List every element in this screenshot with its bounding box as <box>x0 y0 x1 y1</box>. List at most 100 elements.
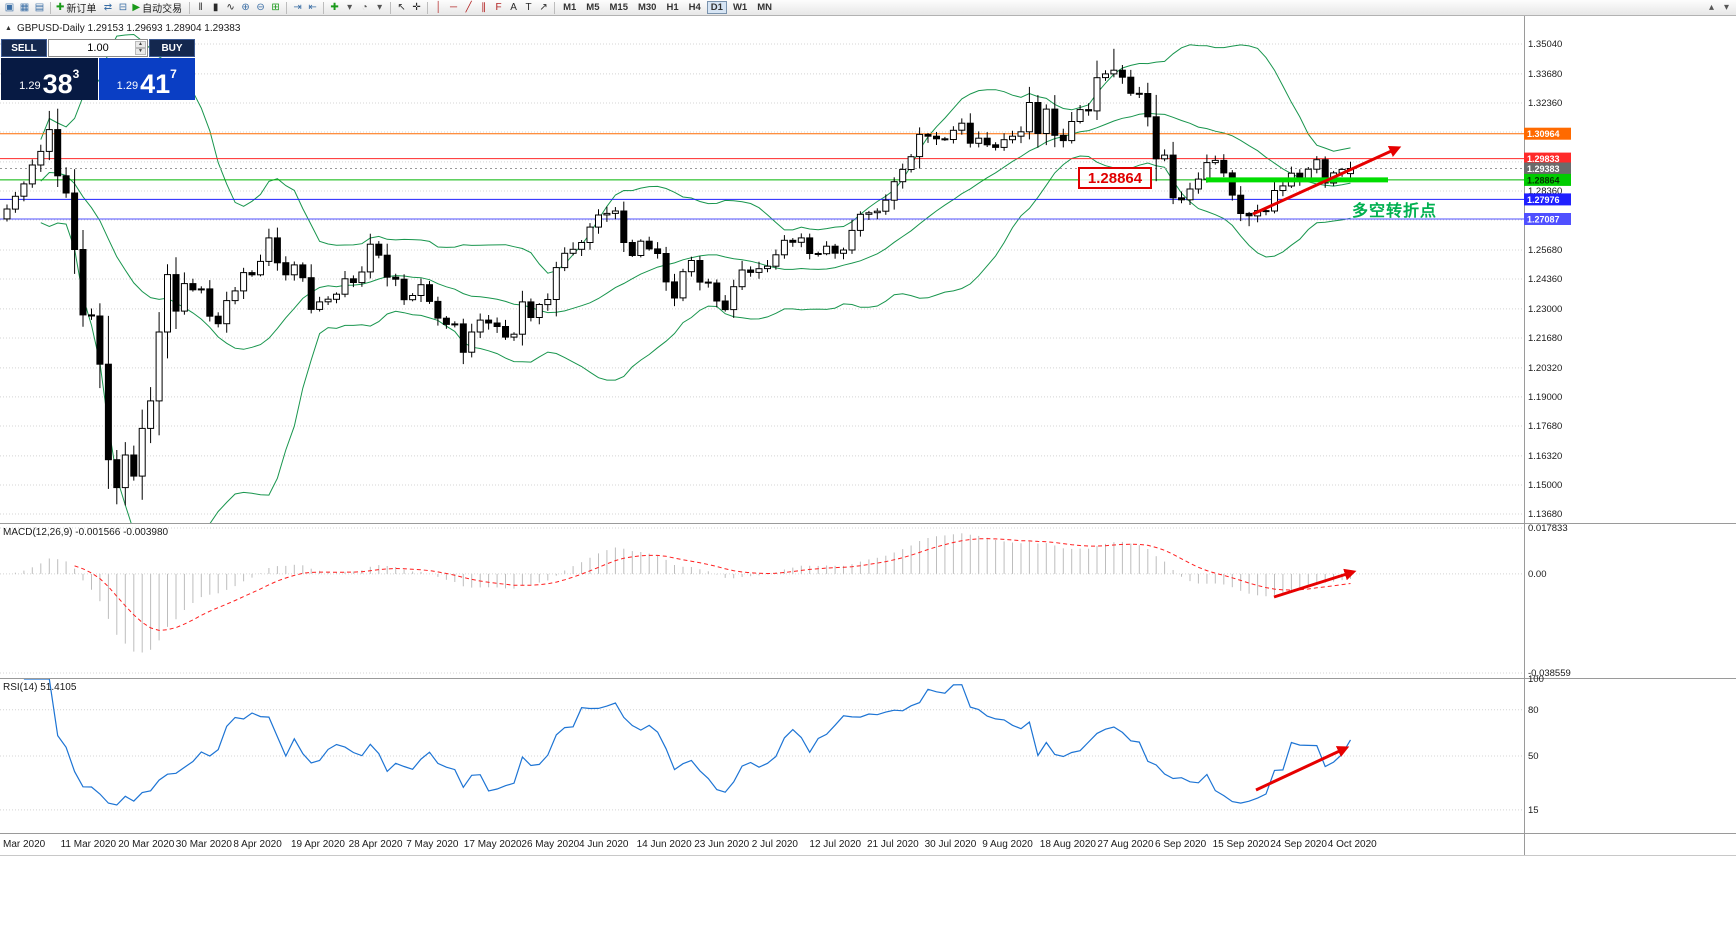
profiles-icon[interactable]: ▦ <box>17 1 32 15</box>
buy-price-sup: 7 <box>170 67 177 81</box>
timeframe-mn[interactable]: MN <box>757 2 772 13</box>
svg-text:100: 100 <box>1528 674 1544 685</box>
svg-text:1.19000: 1.19000 <box>1528 392 1562 403</box>
svg-text:26 May 2020: 26 May 2020 <box>521 839 579 850</box>
chart-window: 1.350401.336801.323601.310401.296801.283… <box>0 16 1736 938</box>
toolbar-separator <box>323 1 325 14</box>
svg-text:21 Jul 2020: 21 Jul 2020 <box>867 839 919 850</box>
refresh-icon[interactable]: ⇄ <box>100 1 115 15</box>
toolbar-separator <box>286 1 288 14</box>
label-tool-icon[interactable]: T <box>521 1 536 15</box>
cursor-icon[interactable]: ↖ <box>394 1 409 15</box>
svg-text:15 Sep 2020: 15 Sep 2020 <box>1213 839 1270 850</box>
chart-title: ▲ GBPUSD-Daily 1.29153 1.29693 1.28904 1… <box>5 23 241 34</box>
chart-shift-icon[interactable]: ⇤ <box>305 1 320 15</box>
arrows-tool-icon[interactable]: ↗ <box>536 1 551 15</box>
buy-price-box[interactable]: 1.29 41 7 <box>98 58 195 100</box>
svg-text:1.28360: 1.28360 <box>1528 186 1562 197</box>
timeframe-m30[interactable]: M30 <box>637 2 657 13</box>
crosshair-icon: ✛ <box>412 1 421 13</box>
trendline-icon: ╱ <box>465 1 472 13</box>
volume-input[interactable]: 1.00 ▲ ▼ <box>48 39 148 57</box>
toolbar-scroll-up-icon[interactable]: ▴ <box>1704 1 1719 15</box>
auto-scroll-icon[interactable]: ⇥ <box>290 1 305 15</box>
templates-dropdown-icon[interactable]: ▾ <box>372 1 387 15</box>
svg-text:1.29833: 1.29833 <box>1527 154 1560 164</box>
svg-text:7 May 2020: 7 May 2020 <box>406 839 459 850</box>
candlestick-chart-icon: ▮ <box>212 1 219 13</box>
candles <box>3 48 1354 506</box>
cursor-icon: ↖ <box>397 1 406 13</box>
buy-button[interactable]: BUY <box>149 39 195 57</box>
main-toolbar: ▣ ▦ ▤ ✚ 新订单 ⇄ ⊟ ▶ 自动交易 ‖ ▮ ∿ ⊕ ⊖ ⊞ ⇥ ⇤ ✚ ▾ ◔ ▾ ↖ ✛ │ ─ ╱ ∥ F A T ↗ M1 M5… <box>0 0 1736 16</box>
svg-text:27 Aug 2020: 27 Aug 2020 <box>1097 839 1154 850</box>
indicators-icon: ✚ <box>330 1 339 13</box>
toolbar-separator <box>554 1 556 14</box>
svg-text:1.28864: 1.28864 <box>1527 175 1560 185</box>
svg-text:1.16320: 1.16320 <box>1528 451 1562 462</box>
svg-text:24 Sep 2020: 24 Sep 2020 <box>1270 839 1327 850</box>
svg-text:12 Jul 2020: 12 Jul 2020 <box>809 839 861 850</box>
sell-price-box[interactable]: 1.29 38 3 <box>1 58 98 100</box>
indicators-dropdown-icon[interactable]: ▾ <box>342 1 357 15</box>
timeframe-h1[interactable]: H1 <box>666 2 679 13</box>
timeframe-h4[interactable]: H4 <box>688 2 701 13</box>
svg-text:1.33680: 1.33680 <box>1528 69 1562 80</box>
crosshair-icon[interactable]: ✛ <box>409 1 424 15</box>
text-tool-icon[interactable]: A <box>506 1 521 15</box>
new-order-button[interactable]: ✚ 新订单 <box>54 1 100 15</box>
fibonacci-icon: F <box>495 1 502 13</box>
timeframe-m1[interactable]: M1 <box>563 2 577 13</box>
chart-canvas[interactable]: 1.350401.336801.323601.310401.296801.283… <box>0 16 1736 938</box>
timeframe-m5[interactable]: M5 <box>586 2 600 13</box>
zoom-out-icon[interactable]: ⊖ <box>253 1 268 15</box>
channel-icon[interactable]: ∥ <box>476 1 491 15</box>
timeframe-w1[interactable]: W1 <box>732 2 748 13</box>
tile-windows-icon[interactable]: ⊞ <box>268 1 283 15</box>
zoom-out-icon: ⊖ <box>256 1 265 13</box>
zoom-in-icon[interactable]: ⊕ <box>238 1 253 15</box>
svg-text:18 Aug 2020: 18 Aug 2020 <box>1040 839 1097 850</box>
svg-text:28 Apr 2020: 28 Apr 2020 <box>349 839 403 850</box>
volume-spinner: ▲ ▼ <box>135 41 146 55</box>
toolbar-scroll-down-icon[interactable]: ▾ <box>1719 1 1734 15</box>
tile-windows-icon: ⊞ <box>271 1 280 13</box>
chart-list-icon[interactable]: ▤ <box>32 1 47 15</box>
svg-text:14 Jun 2020: 14 Jun 2020 <box>637 839 692 850</box>
sell-price-sup: 3 <box>72 67 80 81</box>
svg-text:1.24360: 1.24360 <box>1528 274 1562 285</box>
indicators-icon[interactable]: ✚ <box>327 1 342 15</box>
vertical-line-icon[interactable]: │ <box>431 1 446 15</box>
timeframe-d1[interactable]: D1 <box>706 1 727 14</box>
toolbar-separator <box>50 1 51 14</box>
arrows-tool-icon: ↗ <box>539 1 548 13</box>
volume-down-button[interactable]: ▼ <box>135 48 146 55</box>
horizontal-line-icon[interactable]: ─ <box>446 1 461 15</box>
svg-text:15: 15 <box>1528 805 1539 816</box>
chart-title-text: GBPUSD-Daily 1.29153 1.29693 1.28904 1.2… <box>16 23 241 34</box>
toolbar-separator <box>189 1 191 14</box>
windows-icon[interactable]: ⊟ <box>115 1 130 15</box>
bar-chart-icon[interactable]: ‖ <box>193 1 208 15</box>
autotrading-button[interactable]: ▶ 自动交易 <box>130 1 186 15</box>
svg-text:19 Apr 2020: 19 Apr 2020 <box>291 839 345 850</box>
periods-dropdown-icon[interactable]: ◔ <box>357 1 372 15</box>
svg-text:0.00: 0.00 <box>1528 569 1547 580</box>
new-chart-icon[interactable]: ▣ <box>2 1 17 15</box>
sell-price-prefix: 1.29 <box>19 80 41 92</box>
one-click-trading-panel: SELL 1.00 ▲ ▼ BUY 1.29 38 3 1.29 41 7 <box>1 39 195 100</box>
trendline-icon[interactable]: ╱ <box>461 1 476 15</box>
svg-text:50: 50 <box>1528 751 1539 762</box>
volume-up-button[interactable]: ▲ <box>135 41 146 48</box>
collapse-trade-panel-icon[interactable]: ▲ <box>5 25 12 32</box>
fibonacci-icon[interactable]: F <box>491 1 506 15</box>
timeframe-m15[interactable]: M15 <box>609 2 628 13</box>
candlestick-chart-icon[interactable]: ▮ <box>208 1 223 15</box>
svg-text:2 Jul 2020: 2 Jul 2020 <box>752 839 799 850</box>
sell-button[interactable]: SELL <box>1 39 47 57</box>
svg-text:0.017833: 0.017833 <box>1528 523 1568 534</box>
toolbar-separator <box>390 1 392 14</box>
line-chart-icon[interactable]: ∿ <box>223 1 238 15</box>
svg-text:23 Jun 2020: 23 Jun 2020 <box>694 839 749 850</box>
svg-text:1.23000: 1.23000 <box>1528 304 1562 315</box>
